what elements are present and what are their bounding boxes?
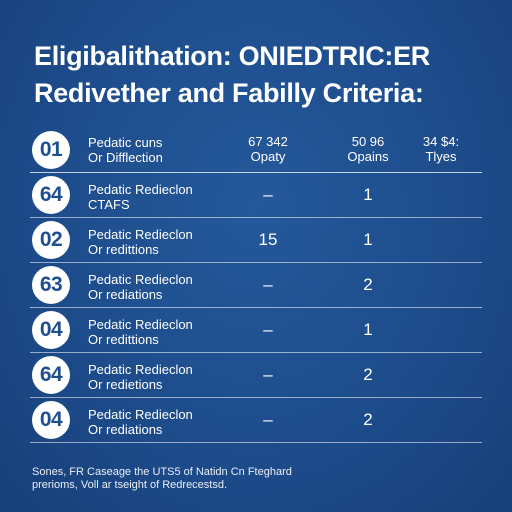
row-number-badge: 01 bbox=[32, 131, 70, 169]
row-number-badge: 64 bbox=[32, 356, 70, 394]
row-label-line-1: Pedatic Redieclon bbox=[88, 317, 193, 332]
column-header-1-line-2: Opaty bbox=[250, 149, 286, 164]
column-header-2: 50 96 Opains bbox=[333, 134, 403, 164]
row-label: Pedatic Redieclon Or redietions bbox=[88, 362, 193, 392]
row-number-badge: 04 bbox=[32, 401, 70, 439]
header-label-line-2: Or Difflection bbox=[88, 150, 163, 165]
table-row: 64 Pedatic Redieclon Or redietions – 2 bbox=[30, 353, 482, 398]
row-label: Pedatic Redieclon Or rediations bbox=[88, 407, 193, 437]
row-label: Pedatic Redieclon Or rediations bbox=[88, 272, 193, 302]
row-cell-col-2: 1 bbox=[363, 320, 373, 339]
row-number-badge: 63 bbox=[32, 266, 70, 304]
row-cell-col-1: – bbox=[263, 185, 273, 204]
footnote: Sones, FR Caseage the UTS5 of Natidn Cn … bbox=[32, 466, 492, 492]
title-line-2: Redivether and Fabilly Criteria: bbox=[34, 78, 424, 108]
column-header-3-line-1: 34 $4: bbox=[422, 134, 460, 149]
column-header-3-line-2: Tlyes bbox=[425, 149, 457, 164]
row-cell-col-1: 15 bbox=[258, 230, 278, 249]
column-header-1: 67 342 Opaty bbox=[233, 134, 303, 164]
row-label: Pedatic Redieclon CTAFS bbox=[88, 182, 193, 212]
row-label-line-2: Or redietions bbox=[88, 377, 163, 392]
header-label-line-1: Pedatic cuns bbox=[88, 135, 163, 150]
table-row: 04 Pedatic Redieclon Or rediations – 2 bbox=[30, 398, 482, 443]
row-number-badge: 64 bbox=[32, 176, 70, 214]
table-row: 02 Pedatic Redieclon Or redittions 15 1 bbox=[30, 218, 482, 263]
row-cell-col-2: 2 bbox=[363, 275, 373, 294]
table-row: 63 Pedatic Redieclon Or rediations – 2 bbox=[30, 263, 482, 308]
row-cell-col-1: – bbox=[263, 410, 273, 429]
row-number-badge: 02 bbox=[32, 221, 70, 259]
row-label-line-2: Or rediations bbox=[88, 422, 163, 437]
column-header-2-line-1: 50 96 bbox=[351, 134, 385, 149]
row-cell-col-1: – bbox=[263, 275, 273, 294]
table-header-row: 01 Pedatic cuns Or Difflection 67 342 Op… bbox=[30, 126, 482, 173]
row-label-line-2: Or redittions bbox=[88, 242, 159, 257]
row-label-line-1: Pedatic Redieclon bbox=[88, 182, 193, 197]
row-number-badge: 04 bbox=[32, 311, 70, 349]
row-cell-col-2: 1 bbox=[363, 230, 373, 249]
header-label: Pedatic cuns Or Difflection bbox=[88, 135, 163, 165]
row-cell-col-2: 2 bbox=[363, 410, 373, 429]
column-header-2-line-2: Opains bbox=[347, 149, 389, 164]
title-line-1: Eligibalithation: ONIEDTRIC:ER bbox=[34, 41, 430, 71]
criteria-table: 01 Pedatic cuns Or Difflection 67 342 Op… bbox=[30, 126, 482, 443]
row-label-line-1: Pedatic Redieclon bbox=[88, 407, 193, 422]
row-label: Pedatic Redieclon Or redittions bbox=[88, 227, 193, 257]
table-row: 04 Pedatic Redieclon Or redittions – 1 bbox=[30, 308, 482, 353]
row-cell-col-1: – bbox=[263, 365, 273, 384]
column-header-1-line-1: 67 342 bbox=[248, 134, 288, 149]
footnote-line-2: prerioms, Voll ar tseight of Redrecestsd… bbox=[32, 479, 228, 491]
page-title: Eligibalithation: ONIEDTRIC:ER Redivethe… bbox=[34, 38, 494, 112]
row-label-line-1: Pedatic Redieclon bbox=[88, 362, 193, 377]
row-label-line-2: CTAFS bbox=[88, 197, 130, 212]
row-cell-col-2: 1 bbox=[363, 185, 373, 204]
row-label-line-1: Pedatic Redieclon bbox=[88, 272, 193, 287]
table-row: 64 Pedatic Redieclon CTAFS – 1 bbox=[30, 173, 482, 218]
row-label-line-2: Or rediations bbox=[88, 287, 163, 302]
row-cell-col-1: – bbox=[263, 320, 273, 339]
column-header-3: 34 $4: Tlyes bbox=[406, 134, 476, 164]
row-cell-col-2: 2 bbox=[363, 365, 373, 384]
footnote-line-1: Sones, FR Caseage the UTS5 of Natidn Cn … bbox=[32, 466, 292, 478]
row-label-line-1: Pedatic Redieclon bbox=[88, 227, 193, 242]
row-label: Pedatic Redieclon Or redittions bbox=[88, 317, 193, 347]
row-label-line-2: Or redittions bbox=[88, 332, 159, 347]
